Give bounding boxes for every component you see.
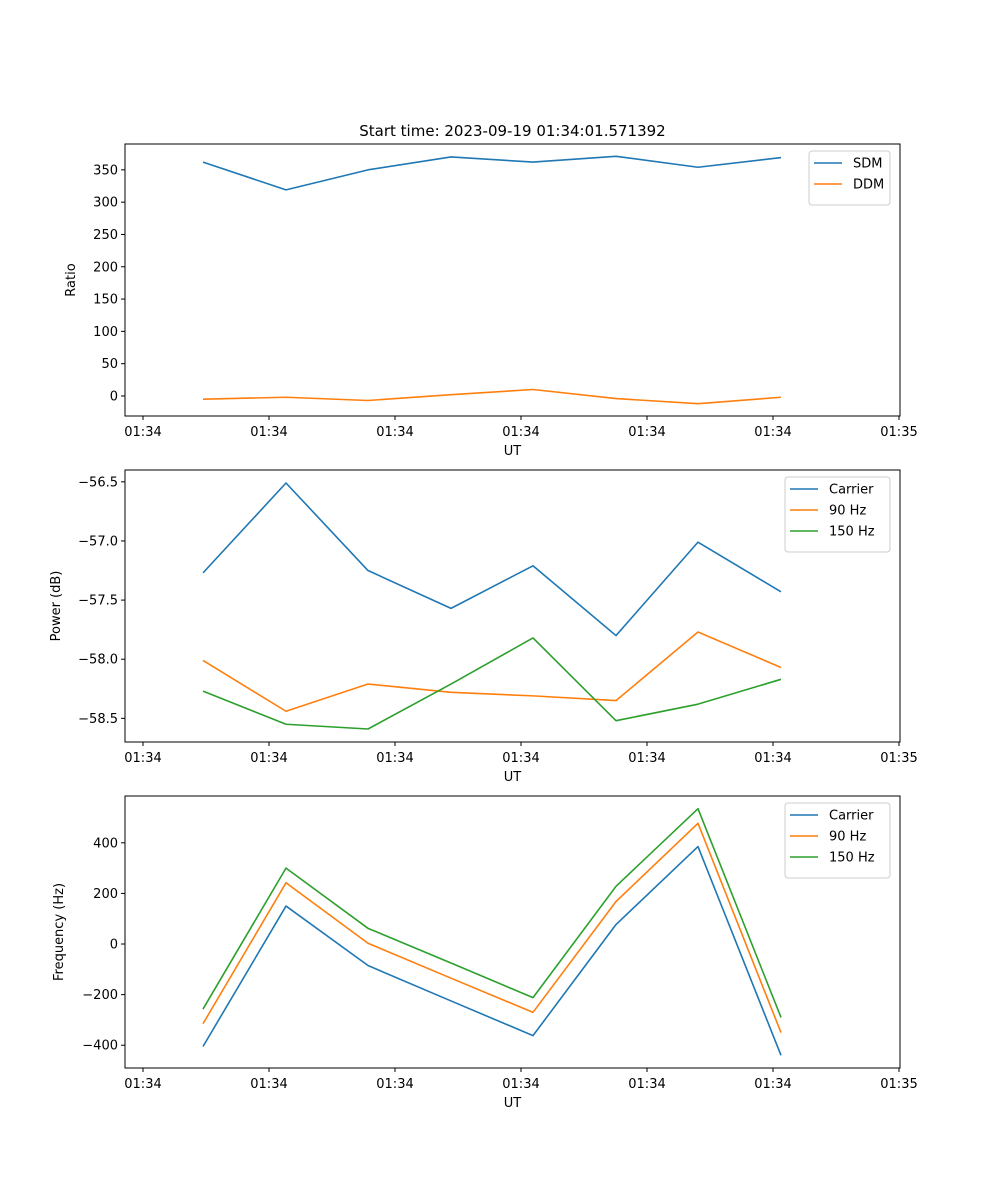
series-line-ddm: [202, 388, 782, 405]
legend-label: DDM: [853, 178, 884, 193]
axes-frame: [124, 795, 901, 1069]
x-tick-label: 01:34: [502, 751, 539, 766]
x-axis-label: UT: [504, 1096, 522, 1111]
series-line-carrier: [202, 845, 782, 1056]
y-tick-label: −57.0: [78, 534, 118, 549]
y-tick-label: 350: [93, 163, 118, 178]
series-line-150-hz: [202, 637, 782, 730]
series-line-90-hz: [202, 631, 782, 713]
x-tick-label: 01:34: [250, 425, 287, 440]
legend-label: 90 Hz: [829, 830, 866, 845]
x-tick-label: 01:34: [628, 425, 665, 440]
legend-label: Carrier: [829, 809, 874, 824]
legend-label: 90 Hz: [829, 504, 866, 519]
chart-panel-2: −58.5 −58.0 −57.5 −57.0 −56.5 01:34 01:34 01:34…: [49, 469, 918, 785]
x-tick-label: 01:34: [250, 1077, 287, 1092]
legend-label: SDM: [853, 157, 882, 172]
x-tick-label: 01:34: [628, 1077, 665, 1092]
chart-panel-3: −400 −200 0 200 400 01:34 01:34 01:34 01:34 01:34…: [52, 795, 918, 1111]
legend: SDM DDM: [808, 150, 891, 206]
x-axis-label: UT: [504, 770, 522, 785]
x-tick-label: 01:34: [628, 751, 665, 766]
axes-frame: [124, 143, 901, 417]
y-axis-label: Power (dB): [49, 571, 64, 642]
series-line-90-hz: [202, 822, 782, 1033]
y-tick-label: 200: [93, 260, 118, 275]
y-tick-label: 150: [93, 293, 118, 308]
x-tick-label: 01:35: [880, 425, 917, 440]
charts: Start time: 2023-09-19 01:34:01.571392 0 5…: [49, 122, 918, 1111]
x-tick-label: 01:34: [376, 1077, 413, 1092]
y-tick-label: −400: [82, 1039, 118, 1054]
x-tick-label: 01:34: [124, 1077, 161, 1092]
y-tick-label: −57.5: [78, 594, 118, 609]
y-tick-label: 0: [110, 389, 118, 404]
legend: Carrier 90 Hz 150 Hz: [784, 802, 891, 879]
y-tick-label: 100: [93, 325, 118, 340]
x-tick-label: 01:35: [880, 1077, 917, 1092]
legend-box: [784, 802, 891, 879]
y-tick-label: 400: [93, 836, 118, 851]
axes-frame: [124, 469, 901, 743]
x-tick-label: 01:34: [376, 751, 413, 766]
legend-label: 150 Hz: [829, 851, 875, 866]
legend-box: [808, 150, 891, 206]
x-tick-label: 01:34: [124, 425, 161, 440]
x-tick-label: 01:34: [754, 751, 791, 766]
legend-label: Carrier: [829, 483, 874, 498]
y-tick-label: −56.5: [78, 475, 118, 490]
y-tick-label: 250: [93, 228, 118, 243]
legend: Carrier 90 Hz 150 Hz: [784, 476, 891, 553]
chart-panel-1: Start time: 2023-09-19 01:34:01.571392 0 5…: [64, 122, 918, 459]
y-axis-label: Ratio: [64, 263, 79, 296]
legend-box: [784, 476, 891, 553]
x-axis-label: UT: [504, 444, 522, 459]
x-tick-label: 01:34: [754, 425, 791, 440]
series-line-150-hz: [202, 807, 782, 1018]
x-tick-label: 01:35: [880, 751, 917, 766]
legend-label: 150 Hz: [829, 525, 875, 540]
y-tick-label: −58.5: [78, 712, 118, 727]
x-tick-label: 01:34: [376, 425, 413, 440]
chart-title: Start time: 2023-09-19 01:34:01.571392: [359, 122, 665, 140]
y-tick-label: 50: [101, 357, 118, 372]
x-tick-label: 01:34: [754, 1077, 791, 1092]
y-tick-label: −58.0: [78, 653, 118, 668]
series-line-sdm: [202, 155, 782, 191]
y-tick-label: 0: [110, 938, 118, 953]
x-tick-label: 01:34: [502, 425, 539, 440]
x-tick-label: 01:34: [250, 751, 287, 766]
x-tick-label: 01:34: [124, 751, 161, 766]
y-tick-label: 300: [93, 196, 118, 211]
y-tick-label: 200: [93, 887, 118, 902]
y-axis-label: Frequency (Hz): [52, 883, 67, 981]
x-tick-label: 01:34: [502, 1077, 539, 1092]
y-tick-label: −200: [82, 988, 118, 1003]
series-line-carrier: [202, 482, 782, 637]
